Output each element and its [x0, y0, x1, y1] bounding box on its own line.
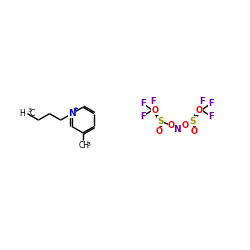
Text: O: O: [191, 127, 198, 136]
Text: F: F: [150, 97, 156, 106]
Text: F: F: [199, 97, 204, 106]
Text: S: S: [190, 117, 196, 126]
Text: O: O: [151, 106, 158, 115]
Text: ⁻: ⁻: [178, 128, 182, 138]
Text: C: C: [29, 109, 34, 118]
Text: O: O: [196, 106, 203, 115]
Text: +: +: [72, 106, 78, 112]
Text: O: O: [156, 127, 163, 136]
Text: F: F: [208, 99, 214, 108]
Text: H: H: [20, 109, 25, 118]
Text: 3: 3: [86, 142, 90, 146]
Text: F: F: [208, 112, 214, 121]
Text: F: F: [140, 99, 145, 108]
Text: 3: 3: [27, 108, 31, 113]
Text: O: O: [181, 121, 188, 130]
Text: CH: CH: [79, 141, 90, 150]
Text: N: N: [173, 125, 181, 134]
Text: N: N: [68, 109, 76, 118]
Text: O: O: [168, 121, 175, 130]
Text: S: S: [158, 117, 164, 126]
Text: F: F: [140, 112, 145, 121]
